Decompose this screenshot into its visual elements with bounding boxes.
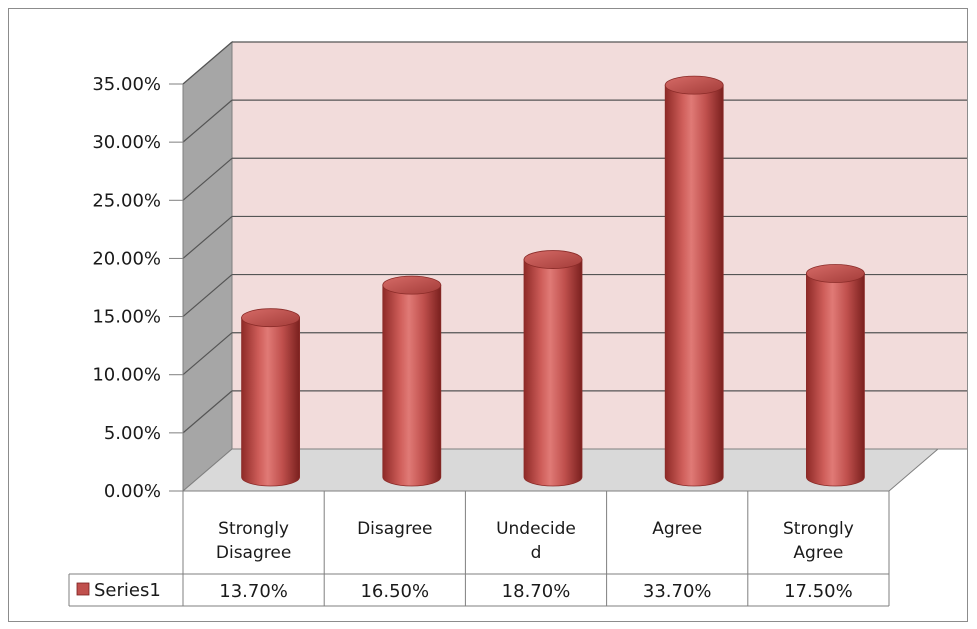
bar-body: [523, 259, 583, 487]
bars: [241, 75, 865, 487]
y-tick-label: 0.00%: [104, 481, 161, 502]
bar-chart: 0.00% 5.00% 10.00% 15.00% 20.00% 25.00% 30.00%…: [68, 40, 967, 607]
bar-strongly-agree: [806, 264, 865, 487]
category-label-line: Strongly: [218, 519, 289, 539]
bar-body: [241, 317, 300, 487]
y-tick-label: 20.00%: [92, 248, 161, 269]
bar-strongly-disagree: [241, 308, 301, 487]
gridline-side: [182, 157, 233, 201]
category-label: Undecide d: [496, 519, 576, 563]
category-label: Agree: [652, 519, 702, 539]
bar-body: [806, 273, 865, 487]
category-label-line: Disagree: [357, 519, 432, 539]
category-label: Strongly Agree: [783, 519, 854, 563]
gridline-side: [182, 99, 233, 143]
category-label-line: d: [531, 543, 542, 563]
gridline-side: [182, 215, 233, 259]
data-label: 13.70%: [219, 581, 288, 602]
gridline-side: [182, 41, 233, 85]
bar-disagree: [382, 275, 442, 487]
data-label: 18.70%: [502, 581, 571, 602]
bar-undecided: [523, 250, 583, 487]
y-tick-label: 15.00%: [92, 307, 161, 328]
y-tick-label: 35.00%: [92, 74, 161, 95]
y-axis: 0.00% 5.00% 10.00% 15.00% 20.00% 25.00% 30.00%…: [92, 74, 184, 502]
bar-body: [664, 84, 724, 487]
y-tick-label: 30.00%: [92, 132, 161, 153]
data-label: 16.50%: [360, 581, 429, 602]
gridline-side: [182, 390, 233, 434]
data-label: 33.70%: [643, 581, 712, 602]
category-label-line: Undecide: [496, 519, 576, 539]
bar-top: [382, 275, 442, 295]
chart-frame: 0.00% 5.00% 10.00% 15.00% 20.00% 25.00% 30.00%…: [8, 8, 968, 622]
category-label: Strongly Disagree: [216, 519, 291, 563]
y-tick-label: 10.00%: [92, 365, 161, 386]
side-wall: [182, 40, 233, 493]
category-label-line: Agree: [793, 543, 843, 563]
bar-top: [664, 75, 724, 95]
gridlines: [182, 41, 967, 434]
bar-top: [806, 264, 865, 283]
bar-top: [523, 250, 583, 269]
y-tick-label: 25.00%: [92, 190, 161, 211]
gridline-side: [182, 332, 233, 376]
legend-series-label: Series1: [94, 580, 161, 601]
category-label-line: Disagree: [216, 543, 291, 563]
bar-top: [241, 308, 301, 328]
gridline-side: [182, 274, 233, 318]
bar-agree: [664, 75, 724, 487]
legend-swatch: [76, 582, 90, 596]
category-label-line: Strongly: [783, 519, 854, 539]
category-label-line: Agree: [652, 519, 702, 539]
bar-body: [382, 284, 442, 487]
category-label: Disagree: [357, 519, 432, 539]
y-tick-label: 5.00%: [104, 423, 161, 444]
data-label: 17.50%: [784, 581, 853, 602]
